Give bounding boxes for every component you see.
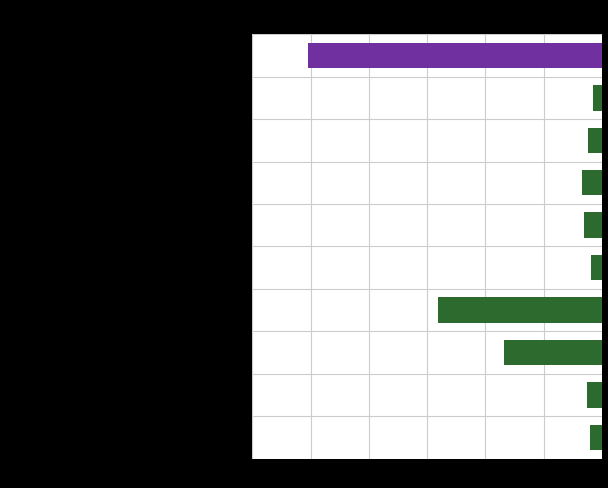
Bar xyxy=(308,42,602,68)
Bar xyxy=(593,85,602,111)
Bar xyxy=(584,212,602,238)
Bar xyxy=(438,297,602,323)
Bar xyxy=(590,425,602,450)
Bar xyxy=(587,382,602,408)
Bar xyxy=(592,255,602,281)
Bar xyxy=(582,170,602,196)
Bar xyxy=(504,340,602,366)
Bar xyxy=(588,127,602,153)
